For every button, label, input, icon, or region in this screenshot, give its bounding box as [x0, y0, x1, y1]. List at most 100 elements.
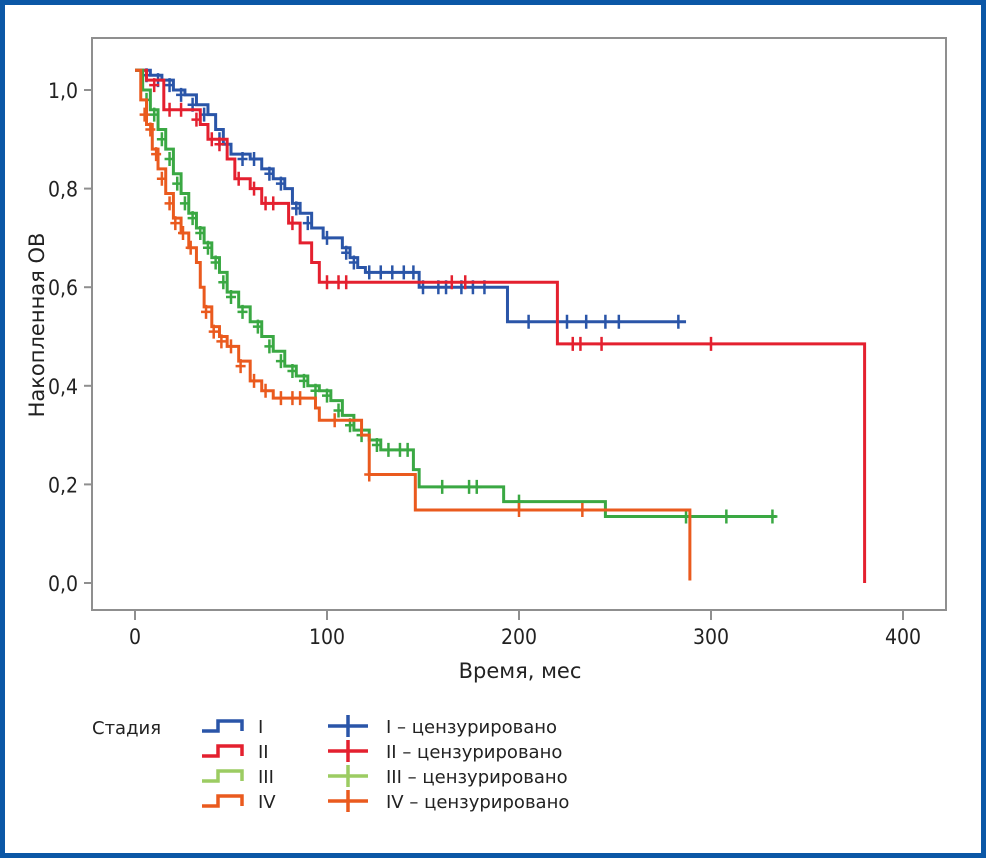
censor-mark — [191, 112, 202, 127]
survival-curves — [135, 68, 867, 583]
km-curve-iv — [135, 68, 692, 581]
censor-mark — [402, 442, 413, 457]
legend-line-label: II — [258, 742, 269, 763]
censor-mark — [202, 240, 213, 255]
censor-mark — [275, 176, 286, 191]
censor-mark — [471, 479, 482, 494]
legend-censor-icon — [328, 740, 368, 762]
x-axis-title: Время, мес — [459, 659, 582, 683]
censor-mark — [348, 255, 359, 270]
censor-mark — [206, 132, 217, 147]
legend-censor-label: IV – цензурировано — [386, 792, 569, 813]
censor-mark — [249, 181, 260, 196]
y-tick-label: 0,0 — [48, 572, 78, 596]
censor-mark — [341, 245, 352, 260]
censor-mark — [149, 107, 160, 122]
y-tick-label: 1,0 — [48, 79, 78, 103]
censor-mark — [237, 304, 248, 319]
km-curve-iii — [135, 68, 777, 518]
x-axis: 0 100 200 300 400 — [129, 610, 921, 649]
legend-censor-label: II – цензурировано — [386, 742, 562, 763]
legend-line-label: IV — [258, 792, 276, 813]
censor-mark — [460, 275, 471, 290]
legend-censor-label: III – цензурировано — [386, 767, 568, 788]
plot-area — [91, 37, 947, 611]
censor-mark — [164, 152, 175, 167]
censor-mark — [767, 509, 778, 524]
censor-mark — [329, 413, 340, 428]
legend-censor-icon — [328, 715, 368, 737]
censor-mark — [170, 216, 181, 231]
censor-mark — [176, 87, 187, 102]
x-tick-label: 300 — [693, 625, 729, 649]
censor-mark — [151, 147, 162, 162]
legend-censor-icon — [328, 765, 368, 787]
censor-mark — [187, 211, 198, 226]
censor-mark — [216, 334, 227, 349]
censor-mark — [514, 503, 524, 518]
series-ii — [135, 68, 867, 583]
series-iv — [135, 68, 692, 581]
censor-mark — [322, 388, 332, 403]
censor-mark — [145, 122, 156, 137]
censor-mark — [185, 240, 196, 255]
censor-mark — [249, 373, 260, 388]
censor-mark — [613, 314, 624, 329]
censor-mark — [437, 479, 448, 494]
censor-mark — [600, 314, 611, 329]
legend-step-icon — [202, 744, 244, 758]
censor-mark — [237, 152, 248, 167]
x-tick-label: 400 — [885, 625, 921, 649]
censor-mark — [252, 319, 263, 334]
censor-mark — [149, 78, 160, 93]
legend-censor-label: I – цензурировано — [386, 717, 557, 738]
censor-mark — [233, 171, 244, 186]
censor-mark — [333, 403, 344, 418]
legend-title: Стадия — [92, 718, 161, 739]
censor-mark — [408, 265, 419, 280]
censor-mark — [371, 437, 382, 452]
censor-mark — [575, 336, 586, 351]
censor-mark — [201, 304, 212, 319]
censor-mark — [291, 201, 302, 216]
censor-mark — [195, 225, 206, 240]
censor-mark — [226, 339, 236, 354]
y-axis-title: Накопленная ОВ — [25, 233, 49, 418]
censor-mark — [268, 196, 279, 211]
censor-mark — [673, 314, 684, 329]
censor-mark — [721, 509, 732, 524]
censor-mark — [383, 442, 394, 457]
censor-mark — [287, 216, 298, 231]
y-tick-label: 0,8 — [48, 178, 78, 202]
censor-mark — [208, 324, 219, 339]
y-axis: 0,0 0,2 0,4 0,6 0,8 1,0 — [48, 79, 92, 596]
censor-mark — [235, 359, 246, 374]
censor-mark — [364, 265, 375, 280]
censor-mark — [341, 275, 352, 290]
censor-mark — [322, 275, 332, 290]
y-tick-label: 0,4 — [48, 375, 78, 399]
x-tick-label: 100 — [309, 625, 345, 649]
censor-mark — [260, 383, 271, 398]
x-tick-label: 200 — [501, 625, 537, 649]
censor-mark — [596, 336, 607, 351]
censor-mark — [375, 265, 386, 280]
censor-mark — [523, 314, 534, 329]
censor-mark — [275, 354, 286, 369]
censor-mark — [139, 107, 150, 122]
censor-mark — [264, 166, 275, 181]
censor-mark — [562, 314, 572, 329]
censor-mark — [178, 225, 188, 240]
censor-mark — [298, 373, 309, 388]
censor-mark — [577, 503, 588, 518]
legend-step-icon — [202, 719, 244, 733]
censor-mark — [249, 152, 260, 167]
y-tick-label: 0,2 — [48, 473, 78, 497]
legend-censor-icon — [328, 790, 368, 812]
censor-mark — [164, 196, 175, 211]
censor-mark — [226, 290, 236, 305]
censor-mark — [176, 102, 187, 117]
censor-mark — [264, 339, 275, 354]
censor-mark — [398, 265, 409, 280]
